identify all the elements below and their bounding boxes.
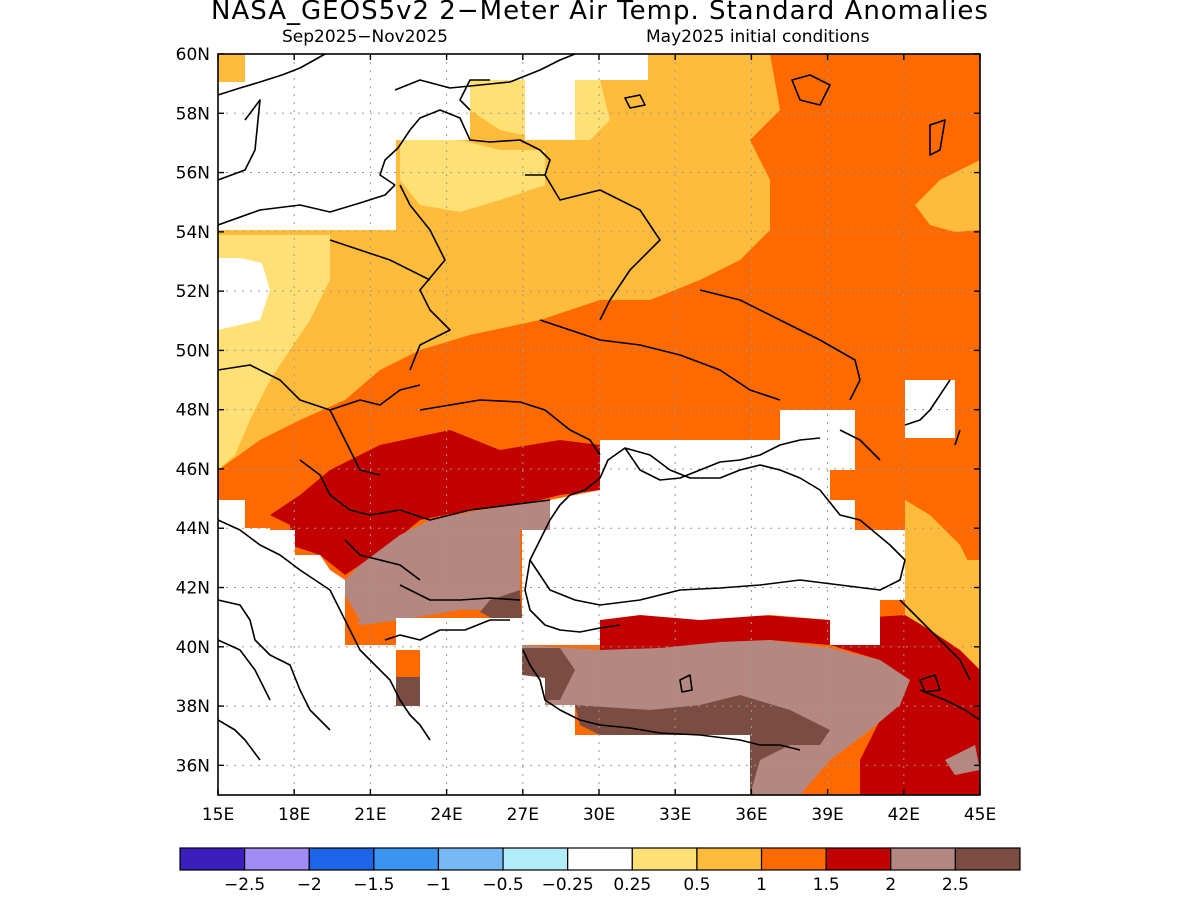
lat-tick-label: 38N: [176, 697, 210, 717]
colorbar-swatch: [890, 847, 956, 871]
colorbar-label: 1: [756, 875, 767, 895]
coastlines-and-borders: [218, 54, 980, 761]
anomaly-region-above-2-5-central: [575, 695, 830, 795]
lat-tick-label: 42N: [176, 579, 210, 599]
lat-tick-label: 48N: [176, 401, 210, 421]
lon-tick-label: 42E: [888, 805, 920, 825]
anomaly-region-2-5-east: [945, 745, 980, 775]
lat-tick-label: 50N: [176, 341, 210, 361]
lat-tick-label: 36N: [176, 756, 210, 776]
caspian-coast: [904, 379, 961, 446]
colorbar: −2.5 −2 −1.5 −1 −0.5 −0.25 0.25 0.5 1 1.5 2 2.5: [179, 847, 1021, 895]
colorbar-label: 2.5: [942, 875, 969, 895]
adriatic-coast: [218, 519, 331, 731]
baltic-coast: [379, 54, 576, 186]
masked-cell-baltic-east: [525, 80, 575, 140]
colorbar-label: −1: [426, 875, 451, 895]
axis-ticks: 15E 18E 21E 24E 27E 30E 33E 36E 39E 42E 45E 60N 58N 5…: [176, 45, 997, 825]
lat-tick-label: 40N: [176, 638, 210, 658]
colorbar-swatch: [954, 847, 1021, 871]
lat-tick-label: 56N: [176, 164, 210, 184]
scandinavia-coast: [218, 54, 396, 226]
black-sea-coast: [529, 447, 906, 606]
colorbar-label: −2: [297, 875, 322, 895]
lon-tick-label: 33E: [659, 805, 691, 825]
colorbar-label: −2.5: [224, 875, 265, 895]
anomaly-region-1-ne: [915, 160, 980, 232]
lon-tick-label: 30E: [583, 805, 615, 825]
colorbar-swatch: [308, 847, 375, 871]
lat-tick-label: 60N: [176, 45, 210, 65]
lon-tick-label: 39E: [811, 805, 843, 825]
colorbar-swatch: [631, 847, 698, 871]
lat-tick-label: 46N: [176, 460, 210, 480]
graticule: [218, 54, 980, 795]
lon-tick-label: 18E: [278, 805, 310, 825]
anomaly-field: [218, 54, 980, 795]
anomaly-region-above-2-5-west: [522, 648, 575, 700]
colorbar-swatch: [502, 847, 569, 871]
anomaly-region-above-2-5-thrace: [480, 590, 522, 620]
map-title: NASA_GEOS5v2 2−Meter Air Temp. Standard …: [211, 0, 989, 26]
colorbar-swatch: [179, 847, 246, 871]
masked-cell-crimea-azov: [522, 410, 905, 645]
greece-coast: [329, 589, 510, 741]
forecast-period: Sep2025−Nov2025: [282, 27, 448, 47]
lon-tick-label: 27E: [507, 805, 539, 825]
lon-tick-label: 24E: [430, 805, 462, 825]
initial-conditions: May2025 initial conditions: [646, 27, 870, 47]
anomaly-region-1-se: [905, 500, 970, 575]
anomaly-region-2-balkans: [270, 430, 600, 575]
anomaly-region-2-turkey: [600, 615, 980, 795]
crimea-coast: [624, 437, 821, 481]
colorbar-label: −0.5: [482, 875, 523, 895]
colorbar-swatch: [244, 847, 310, 871]
colorbar-swatch: [567, 847, 633, 871]
anatolia-coast: [522, 559, 801, 751]
colorbar-label: 2: [885, 875, 896, 895]
colorbar-label: 0.5: [683, 875, 710, 895]
lon-tick-label: 45E: [964, 805, 996, 825]
lon-tick-label: 21E: [354, 805, 386, 825]
colorbar-swatch: [437, 847, 504, 871]
anomaly-region-0-5-north: [400, 140, 545, 212]
lat-tick-label: 58N: [176, 104, 210, 124]
masked-cell-north-germany: [218, 258, 270, 330]
colorbar-label: 0.25: [613, 875, 651, 895]
lat-tick-label: 52N: [176, 282, 210, 302]
lat-tick-label: 44N: [176, 519, 210, 539]
lon-tick-label: 15E: [202, 805, 234, 825]
masked-cell-nw-scandinavia: [218, 54, 320, 143]
borders: [218, 174, 980, 721]
colorbar-label: −1.5: [353, 875, 394, 895]
anomaly-region-2-5-bulgaria: [345, 500, 550, 625]
colorbar-swatch: [373, 847, 440, 871]
masked-cells: [218, 54, 955, 795]
colorbar-swatch: [696, 847, 763, 871]
colorbar-label: −0.25: [542, 875, 594, 895]
lakes-and-small-islands: [624, 74, 946, 693]
colorbar-swatch: [760, 847, 827, 871]
anomaly-region-above-2-5-greece: [396, 677, 420, 706]
lat-tick-label: 54N: [176, 223, 210, 243]
colorbar-label: 1.5: [813, 875, 840, 895]
masked-cell-aegean: [396, 618, 600, 740]
lon-tick-label: 36E: [735, 805, 767, 825]
colorbar-swatch: [825, 847, 892, 871]
italy-coast: [218, 639, 271, 761]
